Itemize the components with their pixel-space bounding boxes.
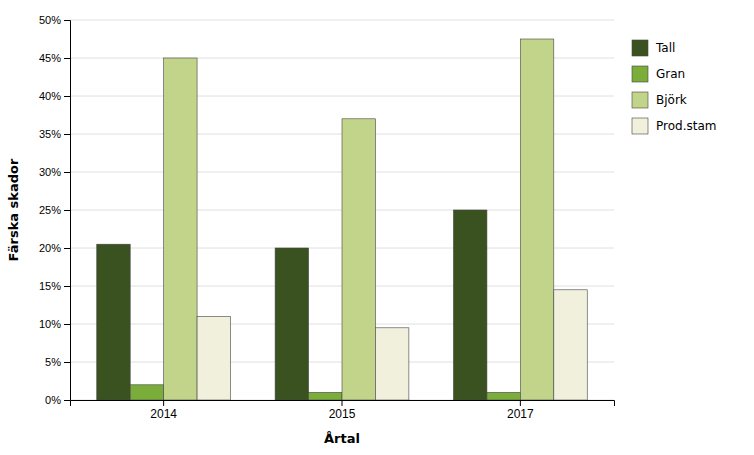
- legend-swatch: [632, 118, 648, 134]
- bar: [164, 58, 197, 400]
- y-tick: 45%: [39, 52, 70, 64]
- tick-label: 35%: [39, 128, 61, 140]
- legend-swatch: [632, 40, 648, 56]
- y-tick: 20%: [39, 242, 70, 254]
- bar: [487, 392, 520, 400]
- y-tick: 10%: [39, 318, 70, 330]
- bar: [453, 210, 486, 400]
- tick-mark: [64, 134, 70, 135]
- y-axis: 0% 5% 10% 15% 20% 25% 30% 35% 40% 45% 50%: [39, 14, 71, 406]
- y-tick: 50%: [39, 14, 70, 26]
- legend-item: Björk: [632, 92, 687, 108]
- y-tick: 40%: [39, 90, 70, 102]
- y-tick: 25%: [39, 204, 70, 216]
- y-tick: 30%: [39, 166, 70, 178]
- tick-mark: [64, 58, 70, 59]
- bar: [130, 385, 163, 400]
- tick-mark: [64, 172, 70, 173]
- tick-mark: [520, 400, 521, 406]
- legend-swatch: [632, 92, 648, 108]
- chart: 2014 2015 2017 0% 5% 10% 15% 20% 25% 30% 35% 40% 45%…: [0, 0, 754, 455]
- x-tick: 2015: [329, 400, 356, 421]
- tick-label: 0%: [45, 394, 61, 406]
- bar: [520, 39, 553, 400]
- tick-label: 10%: [39, 318, 61, 330]
- grid: [70, 20, 614, 400]
- tick-label: 45%: [39, 52, 61, 64]
- bar: [197, 316, 230, 400]
- tick-mark: [64, 20, 70, 21]
- x-axis: 2014 2015 2017: [71, 400, 615, 421]
- legend-label: Gran: [656, 67, 685, 81]
- y-tick: 0%: [45, 394, 70, 406]
- tick-label: 25%: [39, 204, 61, 216]
- tick-label: 20%: [39, 242, 61, 254]
- tick-mark: [64, 400, 70, 401]
- bar: [554, 290, 587, 400]
- legend-item: Prod.stam: [632, 118, 716, 134]
- x-axis-title: Årtal: [324, 431, 360, 446]
- legend-label: Tall: [655, 41, 675, 55]
- tick-mark: [64, 286, 70, 287]
- tick-label: 40%: [39, 90, 61, 102]
- bar: [375, 328, 408, 400]
- bar-series: [197, 290, 587, 400]
- y-tick: 5%: [45, 356, 70, 368]
- bar: [309, 392, 342, 400]
- tick-mark: [64, 324, 70, 325]
- tick-mark: [64, 210, 70, 211]
- grid-line: [70, 20, 614, 21]
- tick-label: 2014: [150, 407, 177, 421]
- bar: [97, 244, 130, 400]
- legend: Tall Gran Björk Prod.stam: [632, 40, 716, 134]
- axis-line: [71, 401, 615, 407]
- tick-label: 5%: [45, 356, 61, 368]
- y-tick: 15%: [39, 280, 70, 292]
- legend-label: Prod.stam: [656, 119, 716, 133]
- plot: 2014 2015 2017 0% 5% 10% 15% 20% 25% 30% 35% 40% 45%…: [39, 14, 615, 421]
- legend-swatch: [632, 66, 648, 82]
- tick-mark: [64, 248, 70, 249]
- tick-label: 50%: [39, 14, 61, 26]
- tick-label: 30%: [39, 166, 61, 178]
- y-axis-title: Färska skador: [6, 158, 21, 261]
- tick-mark: [163, 400, 164, 406]
- legend-item: Tall: [632, 40, 675, 56]
- tick-mark: [342, 400, 343, 406]
- bar: [275, 248, 308, 400]
- x-tick: 2014: [150, 400, 177, 421]
- bar-series: [164, 39, 554, 400]
- tick-mark: [64, 362, 70, 363]
- axis-line: [64, 21, 71, 401]
- legend-item: Gran: [632, 66, 685, 82]
- tick-label: 2015: [329, 407, 356, 421]
- bar-series: [97, 210, 487, 400]
- bar: [342, 119, 375, 400]
- y-tick: 35%: [39, 128, 70, 140]
- bars: [97, 39, 587, 400]
- x-tick: 2017: [507, 400, 534, 421]
- legend-label: Björk: [656, 93, 687, 107]
- tick-label: 15%: [39, 280, 61, 292]
- tick-label: 2017: [507, 407, 534, 421]
- tick-mark: [64, 96, 70, 97]
